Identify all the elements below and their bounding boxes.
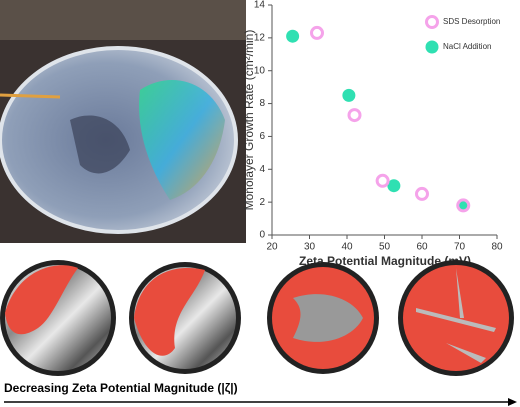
y-tick-label: 2 xyxy=(259,197,265,208)
y-tick-label: 8 xyxy=(259,98,265,109)
x-tick-label: 50 xyxy=(379,242,391,253)
y-tick-label: 4 xyxy=(259,164,265,175)
y-tick-label: 0 xyxy=(259,230,265,241)
point xyxy=(342,88,356,102)
legend-marker xyxy=(425,40,439,54)
y-tick-label: 10 xyxy=(254,65,266,76)
photo xyxy=(0,0,246,243)
point xyxy=(387,179,401,193)
x-tick-label: 80 xyxy=(491,242,503,253)
point xyxy=(347,108,362,123)
x-tick-label: 20 xyxy=(266,242,278,253)
point xyxy=(456,198,471,213)
y-tick-label: 6 xyxy=(259,131,265,142)
x-tick-label: 40 xyxy=(341,242,353,253)
legend-marker xyxy=(425,15,439,29)
arrow-head xyxy=(508,398,517,406)
caption: Decreasing Zeta Potential Magnitude (|ζ|… xyxy=(4,381,238,395)
legend-label: SDS Desorption xyxy=(443,17,500,26)
point xyxy=(286,29,300,43)
point xyxy=(375,173,390,188)
x-tick-label: 60 xyxy=(416,242,428,253)
x-tick-label: 70 xyxy=(454,242,466,253)
point xyxy=(310,25,324,40)
y-tick-label: 12 xyxy=(254,32,266,43)
y-axis-label: Monolayer Growth Rate (cm²/min) xyxy=(242,30,256,211)
x-axis-label: Zeta Potential Magnitude (mV) xyxy=(299,254,471,268)
x-tick-label: 30 xyxy=(304,242,316,253)
point xyxy=(415,186,429,201)
y-tick-label: 14 xyxy=(254,0,266,11)
legend-label: NaCl Addition xyxy=(443,42,491,51)
dish-illustrations xyxy=(0,260,514,376)
